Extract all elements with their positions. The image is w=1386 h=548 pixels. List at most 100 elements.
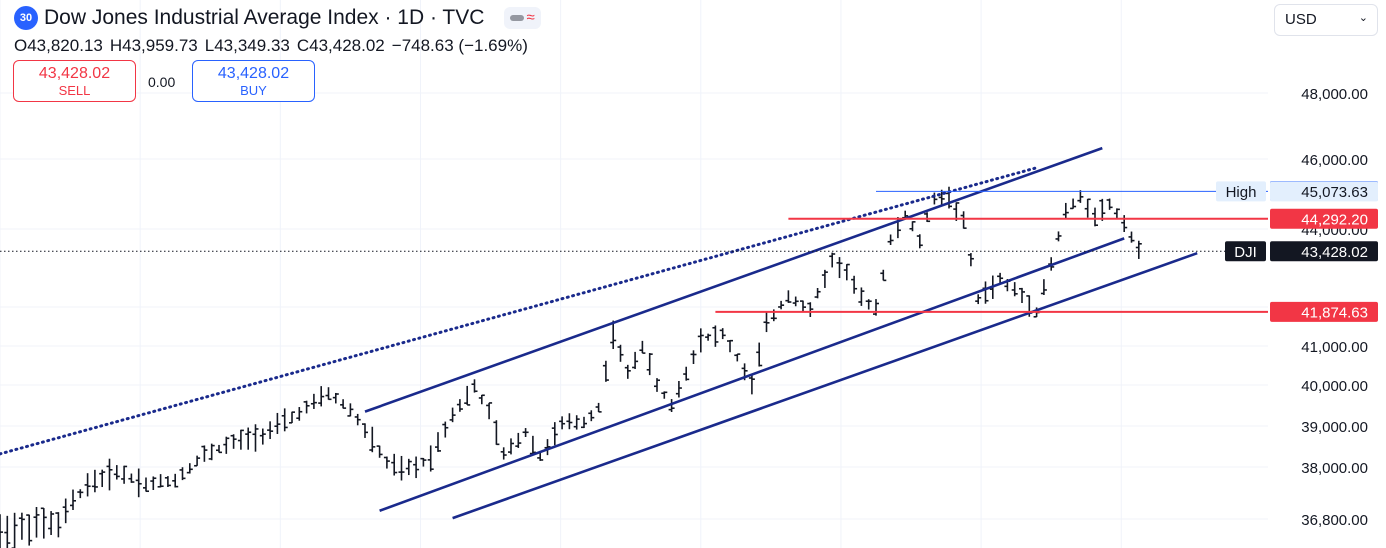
market-status-tags[interactable]: ≈ <box>504 7 541 29</box>
ohlc-bar <box>712 325 719 347</box>
ohlc-bar <box>11 512 18 548</box>
trendlines[interactable] <box>0 146 1198 520</box>
ohlc-bar <box>121 465 128 484</box>
spread-value: 0.00 <box>148 74 176 90</box>
ohlc-bar <box>632 351 639 370</box>
ohlc-bar <box>398 455 405 481</box>
ohlc-bar <box>734 353 741 362</box>
ohlc-bar <box>529 435 536 456</box>
high-tag-bg <box>1270 181 1378 202</box>
ohlc-bar <box>1055 231 1062 242</box>
ohlc-bar <box>376 445 383 458</box>
ohlc-bar <box>559 416 566 430</box>
sell-button[interactable]: 43,428.02 SELL <box>13 60 136 102</box>
price-tick-label: 48,000.00 <box>1301 86 1368 103</box>
ohlc-bar <box>1011 282 1018 297</box>
ohlc-bar <box>624 364 631 379</box>
price-tick-label: 40,000.00 <box>1301 378 1368 395</box>
ohlc-bar <box>916 234 923 249</box>
ohlc-bar <box>610 320 617 350</box>
ohlc-bars <box>0 186 1142 548</box>
symbol-badge[interactable]: 30 <box>14 6 38 30</box>
ohlc-bar <box>1062 202 1069 219</box>
ohlc-bar <box>201 445 208 462</box>
price-tick-label: 36,800.00 <box>1301 512 1368 529</box>
support-tag-value: 41,874.63 <box>1301 304 1368 321</box>
ohlc-bar <box>544 439 551 456</box>
ohlc-bar <box>296 407 303 421</box>
ohlc-bar <box>391 453 398 476</box>
ohlc-bar <box>48 511 55 536</box>
ohlc-bar <box>33 506 40 538</box>
ohlc-bar <box>143 477 149 493</box>
ohlc-bar <box>413 456 420 479</box>
channel-lower[interactable] <box>452 251 1198 520</box>
current-tag-value: 43,428.02 <box>1301 244 1368 261</box>
ohlc-bar <box>1040 279 1047 295</box>
ohlc-bar <box>851 275 858 294</box>
high-prefix-label: High <box>1226 184 1257 201</box>
dotted-trend[interactable] <box>0 166 1039 456</box>
ohlc-bar <box>478 394 485 405</box>
ohlc-bar <box>865 299 872 310</box>
ohlc-bar <box>245 427 252 450</box>
ohlc-bar <box>646 353 653 376</box>
ohlc-bar <box>1019 287 1025 304</box>
ohlc-bar <box>55 512 62 538</box>
ohlc-bar <box>113 465 120 480</box>
ohlc-bar <box>194 455 201 467</box>
ohlc-change: −748.63 (−1.69%) <box>391 36 528 55</box>
ohlc-bar <box>464 385 471 406</box>
closed-market-icon <box>510 15 525 21</box>
ohlc-bar <box>705 333 712 341</box>
ohlc-bar <box>581 416 587 429</box>
currency-select[interactable]: USD ⌄ <box>1274 4 1378 36</box>
sell-label: SELL <box>58 83 91 98</box>
ohlc-bar <box>960 211 967 229</box>
ohlc-bar <box>829 252 836 268</box>
resistance-tag-value: 44,292.20 <box>1301 211 1368 228</box>
high-tag-value: 45,073.63 <box>1301 184 1368 201</box>
ohlc-bar <box>456 399 463 412</box>
support-tag-bg <box>1270 301 1378 322</box>
ohlc-bar <box>435 432 441 452</box>
ohlc-bar <box>449 407 456 423</box>
ohlc-bar <box>675 380 682 398</box>
ohlc-bar <box>931 192 938 205</box>
buy-button[interactable]: 43,428.02 BUY <box>192 60 315 102</box>
ohlc-bar <box>639 340 646 354</box>
ohlc-bar <box>602 360 609 382</box>
ohlc-bar <box>77 489 84 499</box>
ohlc-bar <box>1106 198 1113 210</box>
buy-label: BUY <box>240 83 267 98</box>
ohlc-bar <box>858 287 865 306</box>
price-axis[interactable]: 36,800.00 38,000.00 39,000.00 40,000.00 41,0… <box>1301 86 1368 529</box>
ohlc-bar <box>843 263 850 281</box>
ohlc-bar <box>551 422 558 446</box>
ohlc-bar <box>303 400 310 414</box>
channel-upper[interactable] <box>364 146 1103 413</box>
price-tick-label: 41,000.00 <box>1301 339 1368 356</box>
symbol-title[interactable]: Dow Jones Industrial Average Index · 1D … <box>44 6 485 29</box>
ohlc-bar <box>690 350 697 365</box>
channel-middle[interactable] <box>379 237 1125 512</box>
ohlc-bar <box>383 456 390 469</box>
ohlc-bar <box>26 514 33 546</box>
ohlc-bar <box>566 413 573 430</box>
ohlc-bar <box>873 299 879 316</box>
ohlc-bar <box>281 408 288 432</box>
ohlc-bar <box>135 468 142 498</box>
ohlc-bar <box>1092 207 1098 227</box>
ohlc-bar <box>880 269 887 282</box>
price-labels: 45,085.7345,073.63High44,292.2043,428.02… <box>1216 180 1378 322</box>
ohlc-bar <box>427 445 434 472</box>
ohlc-bar <box>924 212 931 223</box>
current-prefix-label: DJI <box>1234 244 1257 261</box>
ohlc-bar <box>668 399 675 413</box>
price-tick-label: 38,000.00 <box>1301 460 1368 477</box>
horizontal-lines[interactable] <box>0 190 1268 313</box>
ohlc-bar <box>274 412 281 434</box>
ohlc-bar <box>654 378 660 392</box>
ohlc-open: O43,820.13 <box>14 36 103 55</box>
